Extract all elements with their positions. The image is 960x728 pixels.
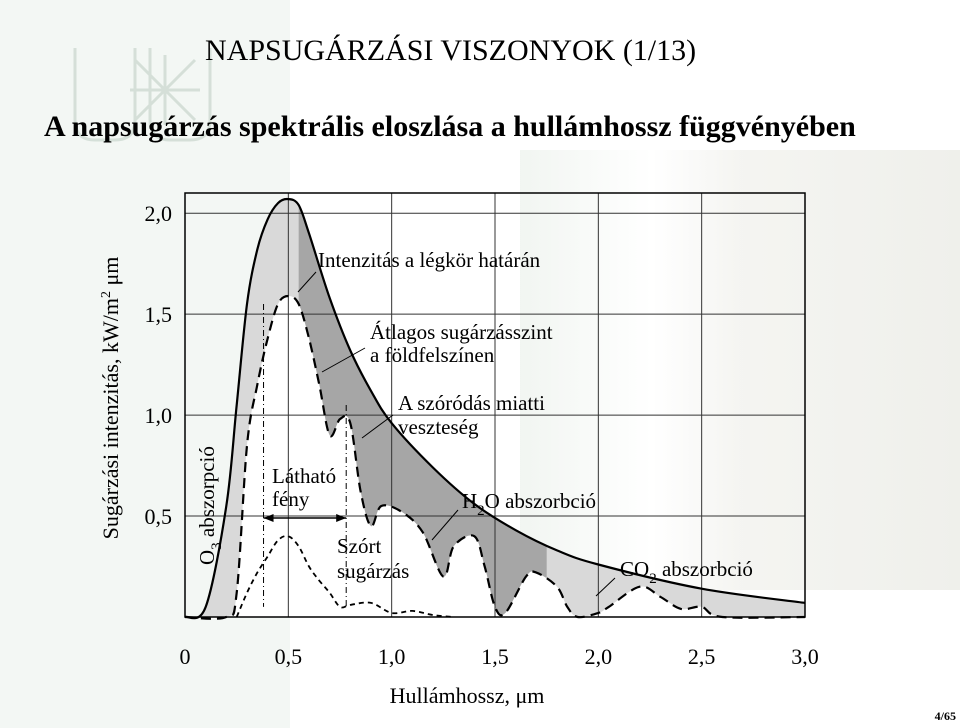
page-subtitle: A napsugárzás spektrális eloszlása a hul…	[44, 110, 856, 143]
annot-diffuse-line1: Szórt	[337, 534, 381, 558]
x-tick-label: 1,5	[481, 644, 509, 669]
annot-surface-line1: Átlagos sugárzásszint	[370, 320, 553, 344]
x-tick-label: 2,5	[688, 644, 716, 669]
x-tick-label: 3,0	[791, 644, 819, 669]
annot-h2o-absorption: H2O abszorbció	[462, 489, 596, 519]
x-tick-label: 1,0	[378, 644, 406, 669]
visible-arrow-right	[336, 514, 347, 522]
y-tick-label: 1,5	[145, 302, 173, 327]
annotation-leader-line	[361, 414, 394, 439]
y-tick-label: 1,0	[145, 403, 173, 428]
x-tick-label: 0,5	[275, 644, 303, 669]
annotation-leader-line	[297, 271, 317, 293]
ground-region	[185, 296, 805, 619]
y-axis-label: Sugárzási intenzitás, kW/m2 μm	[98, 257, 123, 540]
series-line-top-of-atmosphere	[184, 197, 806, 620]
page-number: 4/65	[934, 709, 956, 723]
series-line-surface	[184, 294, 806, 620]
page-title: NAPSUGÁRZÁSI VISZONYOK (1/13)	[205, 34, 697, 67]
series-line-diffuse	[235, 535, 454, 618]
plot-frame	[184, 192, 806, 618]
university-logo	[73, 48, 212, 142]
y-tick-label: 0,5	[145, 504, 173, 529]
annot-visible-line1: Látható	[272, 464, 336, 488]
annot-scatter-loss-line2: veszteség	[398, 415, 479, 439]
annot-surface-line2: a földfelszínen	[370, 343, 495, 367]
annot-co2-absorption: CO2 abszorbció	[620, 557, 753, 587]
annot-o3-absorption: O3 abszorpció	[195, 446, 225, 565]
annot-top-of-atmosphere: Intenzitás a légkör határán	[318, 248, 541, 272]
annot-scatter-loss-line1: A szóródás miatti	[398, 391, 545, 415]
annotation-leader-line	[431, 509, 459, 541]
x-tick-label: 2,0	[585, 644, 613, 669]
annotation-leader-line	[595, 577, 616, 597]
y-tick-label: 2,0	[145, 201, 173, 226]
annot-visible-line2: fény	[272, 487, 310, 511]
x-tick-label: 0	[180, 644, 191, 669]
visible-arrow-left	[263, 514, 274, 522]
annot-diffuse-line2: sugárzás	[337, 559, 409, 583]
annotation-leader-line	[321, 347, 366, 373]
x-axis-label: Hullámhossz, μm	[390, 683, 545, 708]
